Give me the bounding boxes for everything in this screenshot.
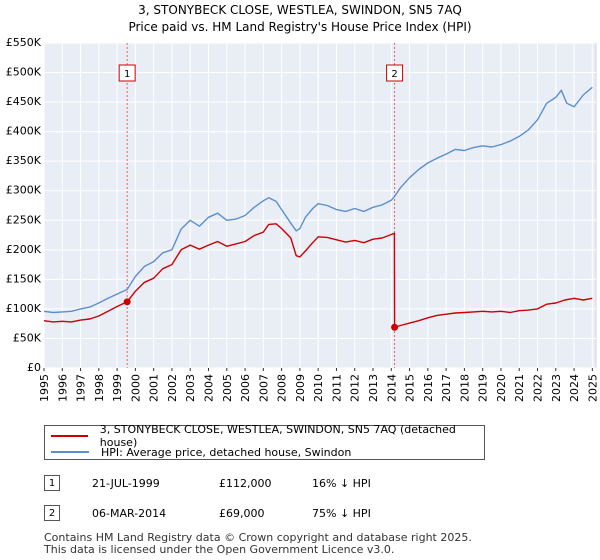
x-tick-label: 1997 [75, 374, 88, 402]
x-tick-label: 2006 [239, 374, 252, 402]
annotation-box [118, 64, 136, 82]
grid [43, 42, 596, 369]
y-tick-label: £100K [6, 302, 42, 315]
x-tick-label: 2021 [513, 374, 526, 402]
legend-swatch-hpi [51, 451, 89, 453]
chart-subtitle: Price paid vs. HM Land Registry's House … [128, 20, 472, 34]
x-tick-label: 2024 [568, 374, 581, 402]
y-tick-label: £550K [6, 36, 42, 49]
annotation-label: 1 [124, 69, 130, 80]
x-tick-label: 2010 [312, 374, 325, 402]
series-line-hpi [43, 86, 593, 314]
x-tick-label: 2007 [257, 374, 270, 402]
x-tick-label: 1996 [56, 374, 69, 402]
legend-item-property: 3, STONYBECK CLOSE, WESTLEA, SWINDON, SN… [51, 423, 484, 449]
x-tick-label: 2009 [294, 374, 307, 402]
legend-swatch-property [51, 435, 88, 437]
x-tick-label: 2018 [458, 374, 471, 402]
x-axis: 1995 1996 1997 1998 1999 2000 2001 2002 2003 2004… [38, 368, 599, 402]
x-tick-label: 2000 [129, 374, 142, 402]
x-tick-label: 2025 [586, 374, 599, 402]
legend-item-hpi: HPI: Average price, detached house, Swin… [51, 445, 351, 459]
plot-area [43, 42, 597, 369]
footer-licence: This data is licensed under the Open Gov… [44, 543, 395, 556]
legend-label-property: 3, STONYBECK CLOSE, WESTLEA, SWINDON, SN… [99, 423, 456, 449]
sale-points [123, 298, 399, 331]
legend: 3, STONYBECK CLOSE, WESTLEA, SWINDON, SN… [44, 423, 485, 460]
x-tick-label: 2011 [330, 374, 343, 402]
transaction-hpi-diff: 16% ↓ HPI [312, 477, 371, 490]
x-tick-label: 2004 [203, 374, 216, 402]
y-tick-label: £150K [6, 272, 42, 285]
x-tick-label: 2016 [422, 374, 435, 402]
y-tick-label: £350K [6, 154, 42, 167]
x-tick-label: 2022 [532, 374, 545, 402]
x-tick-label: 1998 [93, 374, 106, 402]
x-tick-label: 2019 [477, 374, 490, 402]
sale-point [391, 323, 399, 331]
x-tick-label: 2005 [221, 374, 234, 402]
x-tick-label: 2001 [148, 374, 161, 402]
x-tick-label: 1999 [111, 374, 124, 402]
x-tick-label: 2017 [440, 374, 453, 402]
series-lines [43, 86, 593, 328]
x-tick-label: 2023 [550, 374, 563, 402]
y-tick-label: £50K [13, 331, 42, 344]
footer-copyright: Contains HM Land Registry data © Crown c… [44, 531, 472, 544]
sale-point [123, 298, 131, 306]
transaction-price: £112,000 [219, 477, 272, 490]
chart-title: 3, STONYBECK CLOSE, WESTLEA, SWINDON, SN… [138, 3, 462, 17]
x-tick-label: 2002 [166, 374, 179, 402]
x-tick-label: 2008 [276, 374, 289, 402]
y-tick-label: £250K [6, 213, 42, 226]
y-tick-label: £450K [6, 95, 42, 108]
y-tick-label: £500K [6, 66, 42, 79]
annotation-label: 2 [391, 69, 397, 80]
x-tick-label: 1995 [38, 374, 51, 402]
x-tick-label: 2015 [404, 374, 417, 402]
y-axis: £0 £50K £100K £150K £200K £250K £300K £350K £400… [6, 36, 42, 374]
transaction-number: 2 [44, 505, 60, 521]
transaction-date: 06-MAR-2014 [92, 507, 167, 520]
price-chart: £0 £50K £100K £150K £200K £250K £300K £350K £400… [6, 36, 600, 402]
y-tick-label: £0 [27, 361, 41, 374]
x-tick-label: 2020 [495, 374, 508, 402]
annotation-box [386, 64, 404, 82]
transaction-date: 21-JUL-1999 [92, 477, 160, 490]
series-line-property [43, 223, 593, 328]
transaction-number: 1 [44, 475, 60, 491]
y-tick-label: £400K [6, 125, 42, 138]
legend-label-hpi: HPI: Average price, detached house, Swin… [101, 445, 352, 459]
y-tick-label: £200K [6, 243, 42, 256]
x-tick-label: 2014 [385, 374, 398, 402]
x-tick-label: 2003 [184, 374, 197, 402]
x-tick-label: 2012 [349, 374, 362, 402]
transaction-hpi-diff: 75% ↓ HPI [312, 507, 371, 520]
transaction-price: £69,000 [219, 507, 265, 520]
y-tick-label: £300K [6, 184, 42, 197]
x-tick-label: 2013 [367, 374, 380, 402]
